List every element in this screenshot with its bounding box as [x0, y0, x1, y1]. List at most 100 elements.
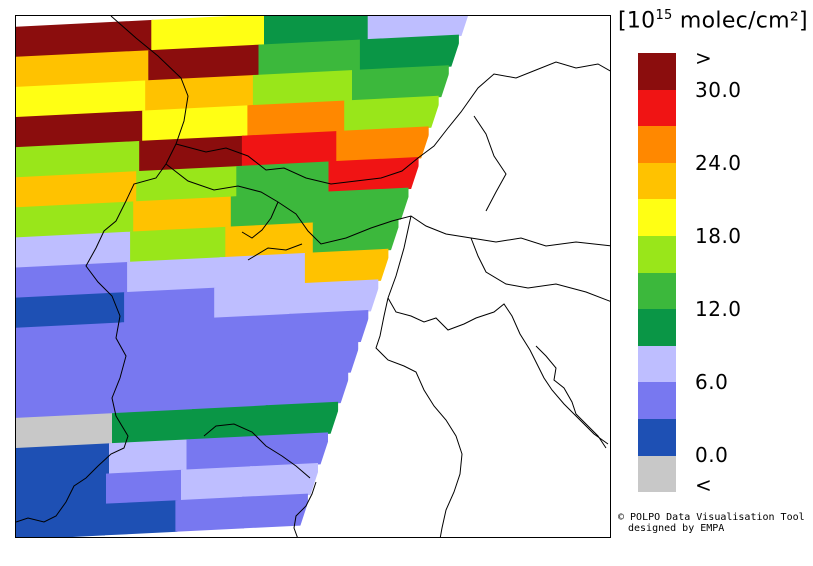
colorbar-swatch [638, 162, 676, 200]
swath-pixel [16, 382, 117, 420]
swath-pixel [109, 439, 189, 475]
swath-pixel [241, 131, 339, 168]
swath-pixel [197, 374, 276, 411]
swath-pixel [16, 322, 124, 360]
swath-pixel [203, 344, 284, 380]
colorbar-label: 24.0 [695, 151, 742, 175]
colorbar-swatch [638, 382, 676, 419]
swath-pixel [281, 340, 359, 376]
border-line [387, 215, 412, 299]
swath-pixel [16, 413, 114, 450]
swath-pixel [289, 310, 369, 346]
swath-pixel [16, 503, 105, 537]
swath-pixel [16, 292, 127, 330]
swath-pixel [16, 231, 133, 269]
coastlines-and-borders [16, 16, 610, 537]
swath-pixel [16, 80, 148, 119]
swath-pixel [236, 161, 331, 198]
swath-pixel [186, 435, 260, 471]
swath-pixel [103, 500, 178, 536]
swath-pixel [115, 378, 200, 415]
swath-pixel [175, 496, 245, 532]
swath-pixel [352, 65, 449, 102]
swath-pixel [264, 16, 370, 46]
swath-pixel [151, 16, 266, 52]
swath-pixel [250, 463, 318, 498]
border-line [203, 423, 311, 479]
swath-pixel [208, 313, 292, 350]
swath-pixel [192, 405, 268, 441]
satellite-swath-layer [16, 16, 610, 537]
swath-pixel [16, 171, 139, 209]
swath-pixel [273, 371, 349, 407]
credit-line-1: © POLPO Data Visualisation Tool [618, 512, 805, 523]
swath-pixel [142, 105, 250, 143]
swath-pixel [247, 100, 347, 137]
swath-pixel [16, 110, 145, 149]
swath-pixel [225, 222, 315, 259]
swath-pixel [118, 348, 206, 385]
swath-pixel [145, 75, 255, 112]
colorbar-swatch [638, 455, 676, 493]
swath-pixel [130, 226, 228, 264]
swath-pixel [367, 16, 469, 41]
swath-pixel [297, 279, 379, 315]
colorbar-swatch [638, 272, 676, 310]
swath-pixel [148, 44, 261, 82]
coastline [375, 297, 463, 537]
swath-pixel [219, 252, 307, 289]
swath-pixel [16, 352, 121, 390]
swath-pixel [16, 50, 151, 89]
map-canvas [16, 16, 610, 537]
border-line [241, 201, 279, 239]
colorbar-label: 6.0 [695, 370, 729, 394]
colorbar-swatch [638, 199, 676, 236]
swath-pixel [336, 126, 429, 163]
colorbar-unit-title: [1015 molec/cm²] [618, 8, 808, 34]
colorbar-swatch [638, 235, 676, 273]
swath-pixel [265, 401, 339, 437]
swath-pixel [214, 283, 300, 320]
swath-pixel [230, 191, 323, 229]
border-line [175, 61, 610, 185]
swath-pixel [124, 287, 217, 324]
swath-pixel [252, 70, 354, 107]
colorbar-swatch [638, 309, 676, 346]
swath-pixel [181, 466, 252, 502]
colorbar-label: 30.0 [695, 78, 742, 102]
colorbar-label: < [695, 473, 713, 497]
colorbar [638, 53, 676, 493]
map-panel [15, 15, 611, 538]
colorbar-label: 0.0 [695, 443, 729, 467]
colorbar-label: 12.0 [695, 297, 742, 321]
colorbar-label: 18.0 [695, 224, 742, 248]
border-line [247, 243, 303, 261]
border-line [16, 16, 189, 523]
swath-pixel [133, 196, 233, 233]
credit-text: © POLPO Data Visualisation Tool designed… [618, 512, 805, 534]
swath-pixel [242, 493, 308, 529]
swath-pixel [112, 409, 194, 445]
coastline [535, 345, 607, 449]
colorbar-swatch [638, 89, 676, 127]
colorbar-swatch [638, 53, 676, 90]
swath-pixel [359, 34, 459, 72]
swath-pixel [16, 140, 142, 179]
colorbar-swatch [638, 418, 676, 456]
swath-pixel [320, 187, 409, 224]
colorbar-label: > [695, 46, 713, 70]
swath-pixel [136, 166, 239, 203]
swath-pixel [16, 19, 154, 59]
swath-pixel [121, 317, 211, 354]
border-line [470, 237, 610, 302]
border-line [165, 163, 610, 247]
coastline [387, 297, 609, 445]
coastline [293, 481, 317, 537]
swath-pixel [258, 39, 362, 77]
colorbar-swatch [638, 345, 676, 383]
swath-pixel [257, 432, 328, 468]
outside-swath-area [296, 16, 610, 537]
swath-pixel [312, 218, 399, 254]
swath-pixel [344, 95, 439, 133]
swath-pixel [304, 248, 389, 285]
